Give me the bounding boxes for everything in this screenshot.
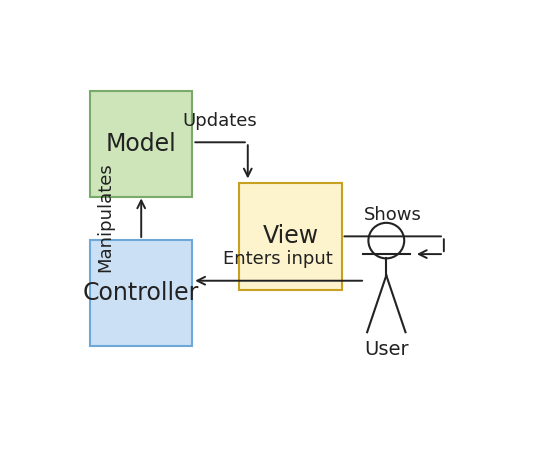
Text: Enters input: Enters input: [223, 250, 333, 268]
Text: Manipulates: Manipulates: [96, 162, 114, 272]
Text: View: View: [262, 225, 318, 248]
Text: Model: Model: [106, 132, 177, 156]
Text: Controller: Controller: [83, 281, 200, 305]
Text: Updates: Updates: [183, 112, 257, 130]
Bar: [239, 183, 342, 290]
Bar: [90, 240, 192, 346]
Text: User: User: [364, 340, 409, 360]
Bar: [90, 91, 192, 197]
Text: Shows: Shows: [364, 206, 422, 224]
